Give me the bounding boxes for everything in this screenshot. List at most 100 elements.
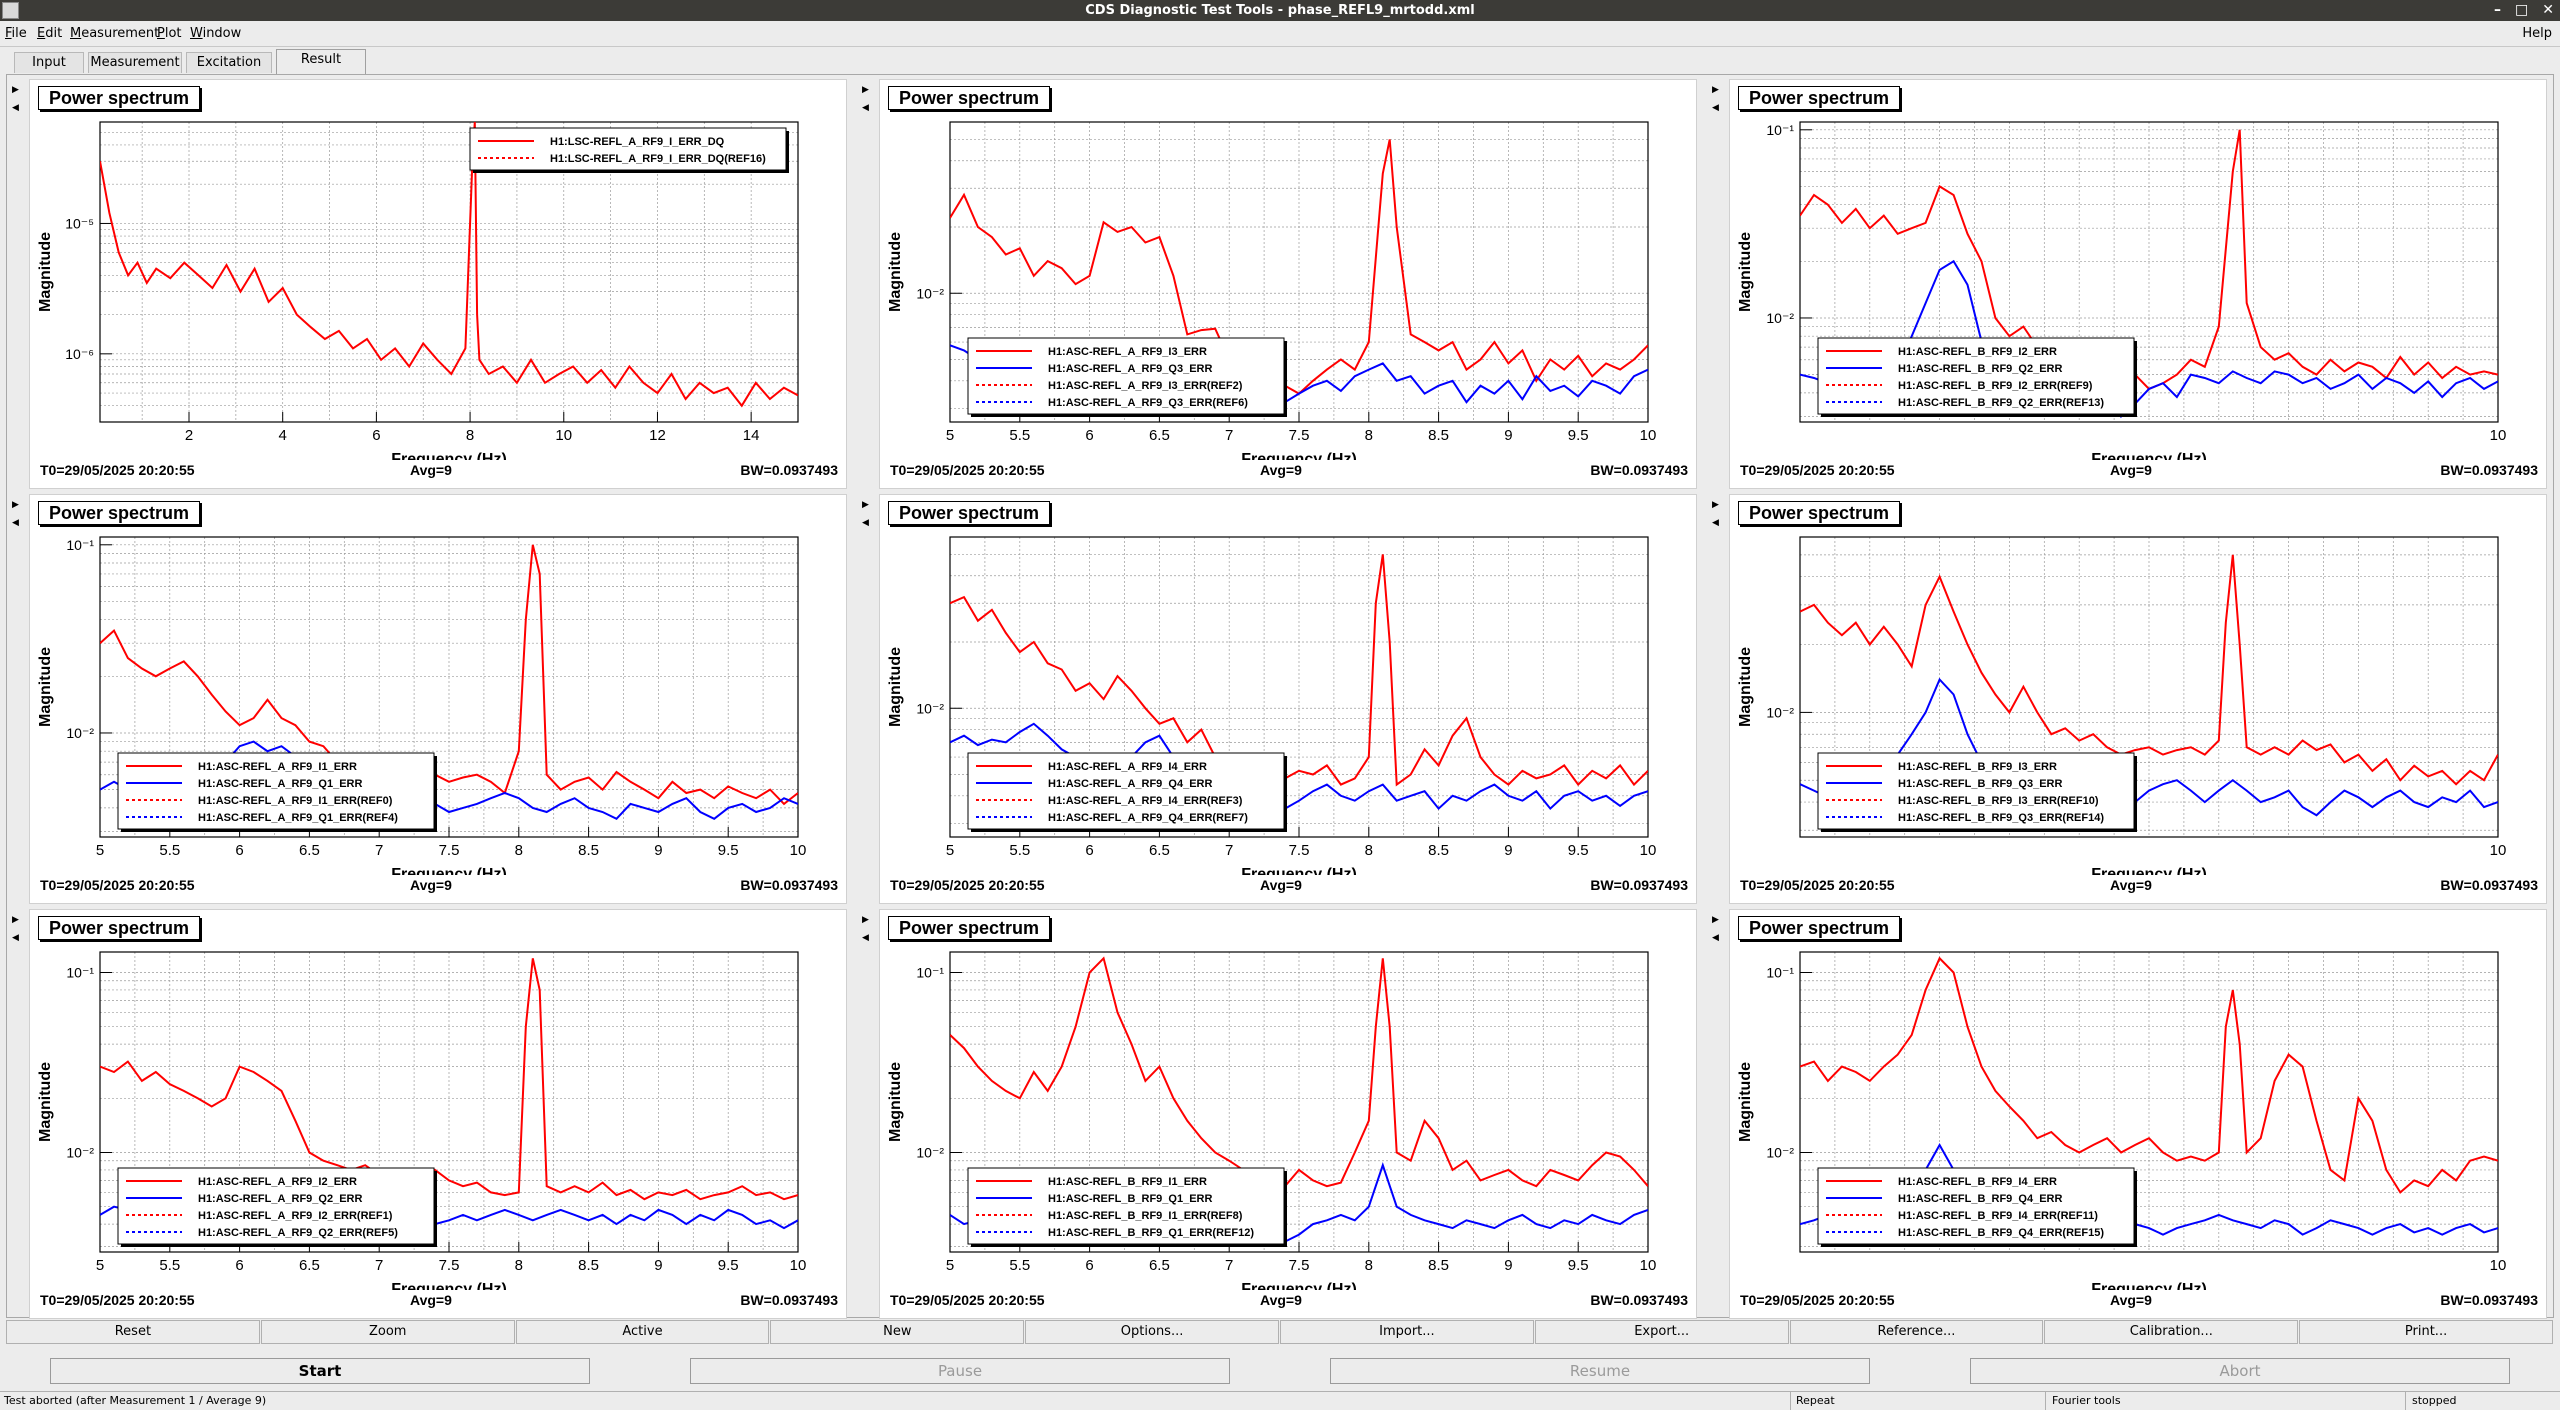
close-icon[interactable]: ✕ (2542, 2, 2554, 18)
pause-button[interactable]: Pause (690, 1358, 1230, 1384)
plot-panel[interactable]: ▶ ◀ Power spectrum 5 5.5 6 6.5 7 7.5 8 8.5 9 9.5 10 10… (7, 909, 849, 1319)
zoom-button[interactable]: Zoom (260, 1320, 515, 1344)
x-tick-label: 6.5 (299, 842, 320, 859)
expand-arrow-icon[interactable]: ▶ (12, 85, 19, 95)
reset-button[interactable]: Reset (6, 1320, 260, 1344)
x-tick-label: 7 (375, 842, 383, 859)
reference-button[interactable]: Reference... (1789, 1320, 2044, 1344)
expand-arrow-icon[interactable]: ▶ (1712, 85, 1719, 95)
plot-card[interactable]: Power spectrum 10 10⁻¹ 10⁻² Frequency (Hz) Ma… (1729, 909, 2547, 1319)
plot-card[interactable]: Power spectrum 5 5.5 6 6.5 7 7.5 8 8.5 9 9.5 10 10⁻²… (879, 79, 1697, 489)
import-button[interactable]: Import... (1279, 1320, 1534, 1344)
legend-entry: H1:ASC-REFL_B_RF9_I2_ERR (1898, 346, 2057, 358)
plot-panel[interactable]: ▶ ◀ Power spectrum 5 5.5 6 6.5 7 7.5 8 8.5 9 9.5 10 10… (857, 909, 1699, 1319)
series-line-i (950, 139, 1648, 395)
expand-arrow-icon[interactable]: ▶ (862, 500, 869, 510)
menu-measurement[interactable]: Measurement (70, 26, 160, 41)
series-line-q (1800, 677, 2498, 817)
power-spectrum-chart[interactable]: 10 10⁻² Frequency (Hz) Magnitude H1:ASC-REFL… (1730, 495, 2548, 875)
plot-card[interactable]: Power spectrum 10 10⁻¹ 10⁻² Frequency (Hz) Ma… (1729, 79, 2547, 489)
collapse-arrow-icon[interactable]: ◀ (862, 518, 869, 528)
active-button[interactable]: Active (515, 1320, 770, 1344)
x-tick-label: 6 (235, 1257, 243, 1274)
options-button[interactable]: Options... (1025, 1320, 1279, 1344)
abort-button[interactable]: Abort (1970, 1358, 2510, 1384)
plot-panel[interactable]: ▶ ◀ Power spectrum 10 10⁻² Frequency (Hz) Magn… (1707, 494, 2549, 904)
panel-side-handle[interactable]: ▶ ◀ (1707, 494, 1727, 904)
panel-side-handle[interactable]: ▶ ◀ (1707, 79, 1727, 489)
plot-panel[interactable]: ▶ ◀ Power spectrum 2 4 6 8 10 12 14 10⁻⁵ 10⁻⁶ Freque… (7, 79, 849, 489)
legend-entry: H1:ASC-REFL_B_RF9_I2_ERR(REF9) (1898, 380, 2093, 392)
collapse-arrow-icon[interactable]: ◀ (12, 933, 19, 943)
menu-file[interactable]: File (5, 26, 27, 41)
plot-bw-label: BW=0.0937493 (740, 877, 838, 893)
collapse-arrow-icon[interactable]: ◀ (1712, 518, 1719, 528)
collapse-arrow-icon[interactable]: ◀ (862, 103, 869, 113)
panel-side-handle[interactable]: ▶ ◀ (7, 909, 27, 1319)
plot-panel[interactable]: ▶ ◀ Power spectrum 5 5.5 6 6.5 7 7.5 8 8.5 9 9.5 10 10… (7, 494, 849, 904)
expand-arrow-icon[interactable]: ▶ (12, 500, 19, 510)
panel-side-handle[interactable]: ▶ ◀ (7, 494, 27, 904)
x-tick-label: 8 (515, 842, 523, 859)
collapse-arrow-icon[interactable]: ◀ (12, 103, 19, 113)
start-button[interactable]: Start (50, 1358, 590, 1384)
tab-excitation[interactable]: Excitation (186, 52, 272, 73)
x-tick-label: 14 (743, 427, 760, 444)
new-button[interactable]: New (770, 1320, 1025, 1344)
plot-panel[interactable]: ▶ ◀ Power spectrum 10 10⁻¹ 10⁻² Frequency (Hz)… (1707, 79, 2549, 489)
power-spectrum-chart[interactable]: 10 10⁻¹ 10⁻² Frequency (Hz) Magnitude H1:ASC-… (1730, 910, 2548, 1290)
plot-panel[interactable]: ▶ ◀ Power spectrum 10 10⁻¹ 10⁻² Frequency (Hz)… (1707, 909, 2549, 1319)
plot-card[interactable]: Power spectrum 5 5.5 6 6.5 7 7.5 8 8.5 9 9.5 10 10⁻¹… (29, 494, 847, 904)
plot-panel[interactable]: ▶ ◀ Power spectrum 5 5.5 6 6.5 7 7.5 8 8.5 9 9.5 10 10… (857, 79, 1699, 489)
plot-card[interactable]: Power spectrum 10 10⁻² Frequency (Hz) Magnit… (1729, 494, 2547, 904)
expand-arrow-icon[interactable]: ▶ (12, 915, 19, 925)
minimize-icon[interactable]: – (2494, 2, 2502, 18)
power-spectrum-chart[interactable]: 5 5.5 6 6.5 7 7.5 8 8.5 9 9.5 10 10⁻¹ 10⁻² Frequency … (880, 910, 1698, 1290)
x-tick-label: 5.5 (1009, 1257, 1030, 1274)
plot-avg-label: Avg=9 (2110, 877, 2152, 893)
plot-card[interactable]: Power spectrum 5 5.5 6 6.5 7 7.5 8 8.5 9 9.5 10 10⁻¹… (29, 909, 847, 1319)
plot-t0-label: T0=29/05/2025 20:20:55 (1740, 1292, 1895, 1308)
menu-help[interactable]: Help (2522, 26, 2552, 41)
power-spectrum-chart[interactable]: 5 5.5 6 6.5 7 7.5 8 8.5 9 9.5 10 10⁻¹ 10⁻² Frequency … (30, 910, 848, 1290)
legend-entry: H1:ASC-REFL_B_RF9_Q2_ERR(REF13) (1898, 397, 2104, 409)
tab-measurement[interactable]: Measurement (88, 52, 182, 73)
export-button[interactable]: Export... (1534, 1320, 1789, 1344)
collapse-arrow-icon[interactable]: ◀ (1712, 933, 1719, 943)
expand-arrow-icon[interactable]: ▶ (1712, 500, 1719, 510)
panel-side-handle[interactable]: ▶ ◀ (857, 79, 877, 489)
y-axis-label: Magnitude (1737, 647, 1754, 727)
y-axis-label: Magnitude (1737, 232, 1754, 312)
plot-card[interactable]: Power spectrum 5 5.5 6 6.5 7 7.5 8 8.5 9 9.5 10 10⁻¹… (879, 909, 1697, 1319)
tab-input[interactable]: Input (14, 52, 84, 73)
plot-card[interactable]: Power spectrum 2 4 6 8 10 12 14 10⁻⁵ 10⁻⁶ Frequenc… (29, 79, 847, 489)
panel-side-handle[interactable]: ▶ ◀ (857, 494, 877, 904)
panel-side-handle[interactable]: ▶ ◀ (1707, 909, 1727, 1319)
power-spectrum-chart[interactable]: 5 5.5 6 6.5 7 7.5 8 8.5 9 9.5 10 10⁻¹ 10⁻² Frequency … (30, 495, 848, 875)
maximize-icon[interactable]: □ (2515, 2, 2529, 18)
power-spectrum-chart[interactable]: 2 4 6 8 10 12 14 10⁻⁵ 10⁻⁶ Frequency (Hz) Magnitud… (30, 80, 848, 460)
plot-panel[interactable]: ▶ ◀ Power spectrum 5 5.5 6 6.5 7 7.5 8 8.5 9 9.5 10 10… (857, 494, 1699, 904)
panel-side-handle[interactable]: ▶ ◀ (857, 909, 877, 1319)
expand-arrow-icon[interactable]: ▶ (862, 915, 869, 925)
menu-edit[interactable]: Edit (37, 26, 63, 41)
tab-result[interactable]: Result (276, 49, 366, 74)
menu-plot[interactable]: Plot (157, 26, 182, 41)
menu-window[interactable]: Window (190, 26, 242, 41)
print-button[interactable]: Print... (2299, 1320, 2553, 1344)
collapse-arrow-icon[interactable]: ◀ (12, 518, 19, 528)
calibration-button[interactable]: Calibration... (2044, 1320, 2299, 1344)
expand-arrow-icon[interactable]: ▶ (862, 85, 869, 95)
power-spectrum-chart[interactable]: 10 10⁻¹ 10⁻² Frequency (Hz) Magnitude H1:ASC-… (1730, 80, 2548, 460)
collapse-arrow-icon[interactable]: ◀ (1712, 103, 1719, 113)
x-tick-label: 5.5 (159, 842, 180, 859)
plot-bw-label: BW=0.0937493 (1590, 877, 1688, 893)
power-spectrum-chart[interactable]: 5 5.5 6 6.5 7 7.5 8 8.5 9 9.5 10 10⁻² Frequency (Hz)… (880, 495, 1698, 875)
power-spectrum-chart[interactable]: 5 5.5 6 6.5 7 7.5 8 8.5 9 9.5 10 10⁻² Frequency (Hz)… (880, 80, 1698, 460)
collapse-arrow-icon[interactable]: ◀ (862, 933, 869, 943)
expand-arrow-icon[interactable]: ▶ (1712, 915, 1719, 925)
x-axis-label: Frequency (Hz) (1241, 866, 1357, 875)
plot-card[interactable]: Power spectrum 5 5.5 6 6.5 7 7.5 8 8.5 9 9.5 10 10⁻²… (879, 494, 1697, 904)
resume-button[interactable]: Resume (1330, 1358, 1870, 1384)
panel-side-handle[interactable]: ▶ ◀ (7, 79, 27, 489)
